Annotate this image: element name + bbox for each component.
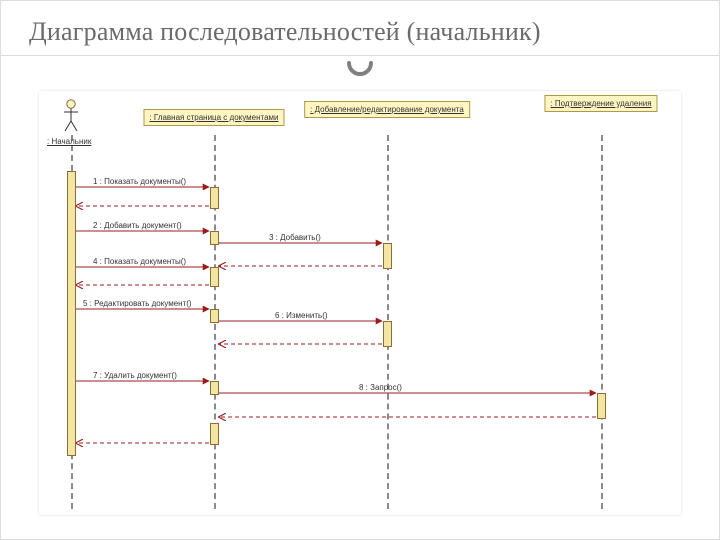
message-label: 8 : Запрос() [359,383,402,392]
message-label: 1 : Показать документы() [93,177,186,186]
slide-title: Диаграмма последовательностей (начальник… [29,17,691,47]
title-region: Диаграмма последовательностей (начальник… [1,1,719,56]
activation-bar [597,393,606,419]
diagram-panel: : Начальник : Главная страница с документ… [39,91,681,515]
message-label: 5 : Редактировать документ() [83,299,192,308]
accent-arc-icon [345,59,375,84]
sequence-diagram: : Начальник : Главная страница с документ… [39,91,681,515]
actor-label: : Начальник [47,137,91,146]
activation-bar [210,267,219,287]
activation-bar [210,187,219,209]
message-label: 4 : Показать документы() [93,257,186,266]
activation-bar [383,321,392,347]
object-box: : Подтверждение удаления [544,95,657,112]
activation-bar [67,171,76,456]
message-label: 3 : Добавить() [269,233,321,242]
actor-icon [63,99,79,138]
message-label: 6 : Изменить() [275,311,328,320]
object-box: : Добавление/редактирование документа [304,101,470,118]
activation-bar [210,423,219,445]
activation-bar [210,309,219,323]
activation-bar [210,231,219,245]
message-label: 7 : Удалить документ() [93,371,177,380]
activation-bar [210,381,219,395]
activation-bar [383,243,392,269]
slide: Диаграмма последовательностей (начальник… [0,0,720,540]
message-label: 2 : Добавить документ() [93,221,182,230]
object-box: : Главная страница с документами [143,109,284,126]
lifeline [601,135,603,509]
